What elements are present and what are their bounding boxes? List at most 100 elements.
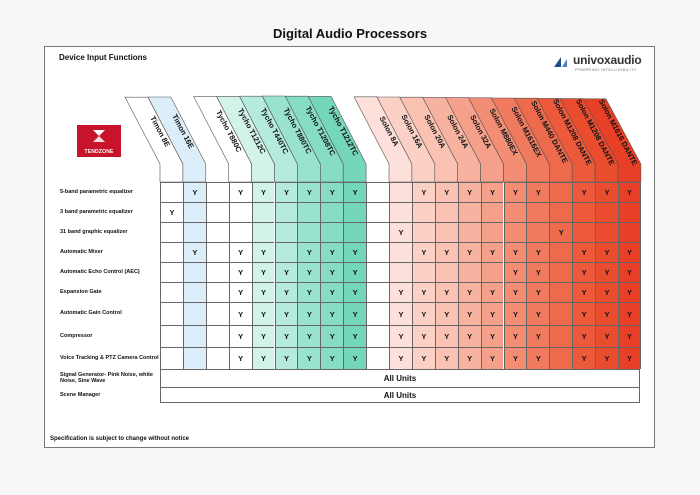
matrix-cell: Y [274,282,298,302]
matrix-cell: Y [503,325,527,347]
matrix-cell: Y [389,347,412,369]
matrix-cell: Y [228,242,252,262]
matrix-cell: Y [274,325,298,347]
tendzone-mark-icon [93,130,105,142]
matrix-cell: Y [595,347,618,369]
row-label: Automatic Gain Control [60,310,122,317]
matrix-cell: Y [297,182,321,202]
matrix-cell [251,202,275,222]
matrix-cell [618,222,641,242]
matrix-cell: Y [503,242,527,262]
matrix-cell [366,222,389,242]
matrix-cell [297,202,321,222]
matrix-cell: Y [526,282,550,302]
matrix-cell [526,202,550,222]
matrix-cell [549,182,573,202]
matrix-cell: Y [160,202,183,222]
univox-logo: univoxaudio POWERING INTELLIGIBILITY [552,53,647,75]
matrix-cell: Y [434,325,458,347]
matrix-cell: Y [572,347,596,369]
matrix-cell: Y [503,182,527,202]
matrix-cell [434,262,458,282]
matrix-cell: Y [457,347,481,369]
row-label: Signal Generator- Pink Noise, white Nois… [60,371,153,385]
matrix-cell: Y [251,262,275,282]
matrix-cell: Y [572,325,596,347]
matrix-cell [205,202,229,222]
matrix-cell: Y [343,347,367,369]
matrix-cell: Y [526,325,550,347]
matrix-cell: Y [595,325,618,347]
matrix-cell [182,202,206,222]
matrix-cell: Y [251,325,275,347]
matrix-cell [549,347,573,369]
matrix-cell: Y [480,182,504,202]
matrix-cell: Y [618,182,641,202]
matrix-cell: Y [480,242,504,262]
matrix-cell: Y [411,302,435,325]
matrix-cell [595,222,618,242]
matrix-cell: Y [389,325,412,347]
matrix-cell: Y [480,347,504,369]
matrix-cell: Y [411,282,435,302]
matrix-cell [549,302,573,325]
matrix-cell [572,222,596,242]
matrix-cell [205,182,229,202]
matrix-cell: Y [434,182,458,202]
matrix-cell: Y [343,325,367,347]
matrix-cell: Y [503,347,527,369]
matrix-cell: Y [595,282,618,302]
matrix-cell: Y [526,262,550,282]
matrix-cell [480,222,504,242]
row-label: 3 band parametric equalizer [60,208,133,215]
matrix-cell: Y [595,182,618,202]
matrix-cell: Y [572,182,596,202]
matrix-cell [595,202,618,222]
matrix-cell: Y [411,242,435,262]
matrix-cell [366,182,389,202]
matrix-cell [366,262,389,282]
matrix-cell [549,242,573,262]
matrix-cell [160,182,183,202]
matrix-cell: Y [274,182,298,202]
matrix-cell: Y [320,242,344,262]
tendzone-logo: TENDZONE [77,125,121,157]
matrix-cell [343,222,367,242]
matrix-cell [320,202,344,222]
matrix-cell [434,222,458,242]
matrix-cell: Y [618,282,641,302]
matrix-cell [366,302,389,325]
matrix-cell: Y [297,282,321,302]
matrix-cell [366,325,389,347]
matrix-cell: Y [228,325,252,347]
matrix-cell [274,242,298,262]
matrix-cell: Y [389,302,412,325]
matrix-cell: Y [320,182,344,202]
matrix-cell: Y [343,302,367,325]
matrix-cell: Y [457,325,481,347]
row-label: Scene Manager [60,391,101,398]
matrix-cell: Y [320,325,344,347]
matrix-cell [503,222,527,242]
matrix-cell [205,325,229,347]
matrix-cell: Y [618,262,641,282]
matrix-cell [160,242,183,262]
matrix-cell [182,262,206,282]
section-heading: Device Input Functions [59,53,148,62]
matrix-cell: Y [343,282,367,302]
tendzone-label: TENDZONE [84,149,114,155]
matrix-cell: Y [411,347,435,369]
matrix-cell [205,282,229,302]
matrix-cell: Y [320,262,344,282]
row-label: 31 band graphic equalizer [60,228,128,235]
page-title: Digital Audio Processors [272,26,428,41]
matrix-cell [366,242,389,262]
matrix-cell [549,282,573,302]
matrix-cell [228,202,252,222]
all-units-cell: All Units [160,387,640,403]
matrix-cell [182,302,206,325]
matrix-cell [320,222,344,242]
matrix-cell: Y [480,325,504,347]
matrix-cell: Y [228,302,252,325]
matrix-cell [457,202,481,222]
